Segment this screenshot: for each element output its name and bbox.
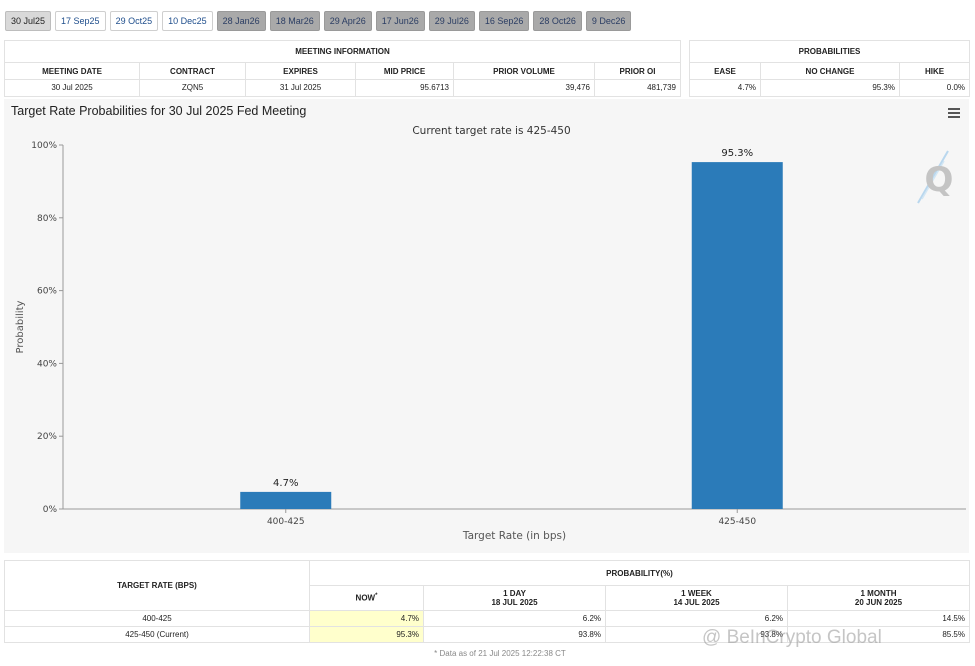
tab-16-sep26[interactable]: 16 Sep26 (478, 11, 530, 31)
one-month-header-label: 1 MONTH (860, 589, 897, 598)
chart-subtitle: Current target rate is 425-450 (412, 125, 570, 137)
meeting-date-header: MEETING DATE (4, 62, 140, 80)
tab-9-dec26[interactable]: 9 Dec26 (585, 11, 632, 31)
probabilities-heading: PROBABILITIES (689, 39, 970, 64)
tab-18-mar26[interactable]: 18 Mar26 (269, 11, 320, 31)
data-footnote: * Data as of 21 Jul 2025 12:22:38 CT (434, 649, 566, 658)
expires-value: 31 Jul 2025 (245, 78, 356, 98)
meeting-info-table: MEETING INFORMATION MEETING DATE CONTRAC… (4, 39, 681, 98)
tab-17-sep25[interactable]: 17 Sep25 (55, 11, 106, 31)
probabilities-table: PROBABILITIES EASE NO CHANGE HIKE 4.7% 9… (689, 39, 970, 98)
meeting-date-value: 30 Jul 2025 (4, 78, 140, 98)
one-day-cell: 6.2% (423, 610, 606, 627)
data-label: 95.3% (721, 148, 753, 159)
now-header-label: NOW (355, 593, 376, 603)
y-tick-label: 100% (31, 141, 57, 151)
bar-425-450 (691, 162, 783, 509)
x-tick-label: 425-450 (718, 517, 756, 527)
y-axis-label: Probability (15, 300, 26, 353)
y-tick-label: 40% (37, 359, 57, 369)
svg-text:Q: Q (925, 160, 954, 200)
one-day-header: 1 DAY 18 JUL 2025 (423, 585, 606, 611)
expires-header: EXPIRES (245, 62, 356, 80)
tab-29-oct25[interactable]: 29 Oct25 (109, 11, 159, 31)
meeting-info-heading: MEETING INFORMATION (4, 39, 681, 64)
y-tick-label: 0% (43, 505, 58, 515)
prior-oi-header: PRIOR OI (594, 62, 681, 80)
now-cell: 95.3% (309, 626, 424, 643)
chart-title: Target Rate Probabilities for 30 Jul 202… (11, 104, 307, 118)
y-tick-label: 80% (37, 214, 57, 224)
probability-table: TARGET RATE (BPS) PROBABILITY(%) NOW* 1 … (4, 560, 970, 643)
target-rate-header: TARGET RATE (BPS) (4, 560, 310, 611)
mid-price-header: MID PRICE (355, 62, 454, 80)
y-tick-label: 60% (37, 287, 57, 297)
hike-value: 0.0% (899, 78, 970, 98)
ease-header: EASE (689, 62, 761, 80)
one-month-header-date: 20 JUN 2025 (854, 598, 903, 607)
rate-cell: 400-425 (4, 610, 310, 627)
chart-panel: Target Rate Probabilities for 30 Jul 202… (4, 99, 969, 553)
now-cell: 4.7% (309, 610, 424, 627)
prior-volume-value: 39,476 (453, 78, 595, 98)
tab-29-jul26[interactable]: 29 Jul26 (428, 11, 475, 31)
prior-volume-header: PRIOR VOLUME (453, 62, 595, 80)
one-week-header-date: 14 JUL 2025 (673, 598, 720, 607)
one-month-cell: 14.5% (787, 610, 970, 627)
watermark-text: @ BeInCrypto Global (702, 627, 882, 648)
quikstrike-q-icon: Q (917, 150, 954, 204)
contract-value: ZQN5 (139, 78, 246, 98)
rate-cell: 425-450 (Current) (4, 626, 310, 643)
tab-28-oct26[interactable]: 28 Oct26 (533, 11, 582, 31)
mid-price-value: 95.6713 (355, 78, 454, 98)
one-week-header: 1 WEEK 14 JUL 2025 (605, 585, 788, 611)
bar-400-425 (240, 491, 332, 509)
tab-29-apr26[interactable]: 29 Apr26 (323, 11, 372, 31)
tab-28-jan26[interactable]: 28 Jan26 (216, 11, 266, 31)
one-week-cell: 6.2% (605, 610, 788, 627)
hamburger-menu-icon[interactable] (948, 108, 960, 118)
prior-oi-value: 481,739 (594, 78, 681, 98)
x-axis-label: Target Rate (in bps) (462, 530, 566, 542)
tab-17-jun26[interactable]: 17 Jun26 (375, 11, 425, 31)
now-header-marker: * (375, 593, 378, 600)
probability-header: PROBABILITY(%) (309, 560, 970, 586)
data-label: 4.7% (273, 478, 298, 489)
hike-header: HIKE (899, 62, 970, 80)
contract-header: CONTRACT (139, 62, 246, 80)
ease-value: 4.7% (689, 78, 761, 98)
chart-svg: Current target rate is 425-450 0% 20% 40% 60… (15, 125, 966, 542)
no-change-value: 95.3% (760, 78, 900, 98)
table-row: 400-425 4.7% 6.2% 6.2% 14.5% (4, 610, 970, 627)
one-week-header-label: 1 WEEK (681, 589, 712, 598)
one-month-header: 1 MONTH 20 JUN 2025 (787, 585, 970, 611)
tab-30-jul25[interactable]: 30 Jul25 (5, 11, 52, 31)
y-tick-label: 20% (37, 432, 57, 442)
no-change-header: NO CHANGE (760, 62, 900, 80)
one-day-header-label: 1 DAY (503, 589, 526, 598)
meeting-tabs: 30 Jul25 17 Sep25 29 Oct25 10 Dec25 28 Jan26… (5, 11, 632, 31)
table-row: 425-450 (Current) 95.3% 93.8% 93.8% 85.5… (4, 626, 970, 643)
x-tick-label: 400-425 (267, 517, 305, 527)
now-header: NOW* (309, 585, 424, 611)
one-month-cell: 85.5% (787, 626, 970, 643)
tab-10-dec25[interactable]: 10 Dec25 (162, 11, 213, 31)
one-day-cell: 93.8% (423, 626, 606, 643)
one-day-header-date: 18 JUL 2025 (491, 598, 538, 607)
